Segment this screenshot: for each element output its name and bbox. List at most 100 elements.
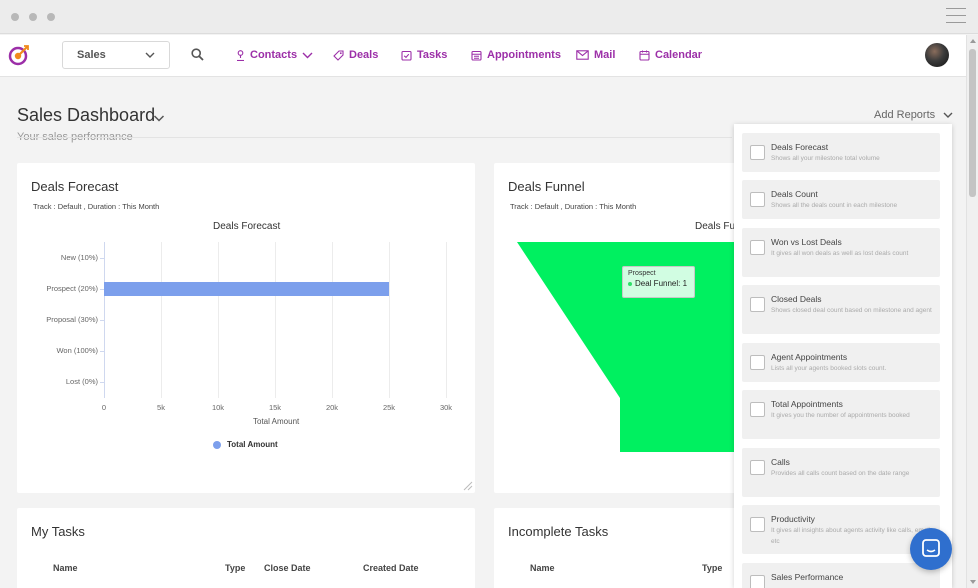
column-header[interactable]: Name (53, 563, 78, 573)
series-dot-icon (628, 281, 632, 286)
report-description: Provides all calls count based on the da… (771, 470, 910, 477)
chevron-down-icon (302, 52, 313, 59)
add-reports-button[interactable]: Add Reports (874, 109, 953, 121)
card-title: Incomplete Tasks (508, 524, 609, 539)
report-option-sales-performance[interactable]: Sales Performance (742, 563, 940, 588)
report-description: It gives you the number of appointments … (771, 412, 910, 419)
report-checkbox[interactable] (750, 192, 765, 207)
scroll-down-arrow-icon[interactable] (970, 580, 976, 584)
nav-deals[interactable]: Deals (333, 49, 378, 61)
add-reports-panel: Deals Forecast Shows all your milestone … (734, 124, 952, 588)
bar-prospect[interactable] (104, 281, 389, 296)
report-option-productivity[interactable]: Productivity It gives all insights about… (742, 505, 940, 554)
report-option-deals-forecast[interactable]: Deals Forecast Shows all your milestone … (742, 133, 940, 172)
nav-contacts[interactable]: Contacts (236, 49, 313, 61)
nav-tasks[interactable]: Tasks (401, 49, 447, 61)
report-checkbox[interactable] (750, 355, 765, 370)
window-titlebar (0, 0, 978, 34)
report-option-deals-count[interactable]: Deals Count Shows all the deals count in… (742, 180, 940, 219)
menu-icon[interactable] (946, 8, 966, 24)
chart-legend[interactable]: Total Amount (213, 440, 278, 449)
y-tick-label: Won (100%) (56, 346, 98, 356)
x-tick-label: 10k (211, 403, 225, 412)
y-tick-mark (100, 257, 104, 259)
add-reports-label: Add Reports (874, 109, 936, 121)
window-minimize-dot[interactable] (29, 13, 37, 21)
report-option-total-appointments[interactable]: Total Appointments It gives you the numb… (742, 390, 940, 439)
report-title: Total Appointments (771, 399, 843, 409)
report-title: Agent Appointments (771, 352, 848, 362)
column-header[interactable]: Type (225, 563, 246, 573)
y-tick-mark (100, 382, 104, 384)
nav-calendar[interactable]: Calendar (639, 49, 702, 61)
report-title: Deals Count (771, 189, 818, 199)
report-option-agent-appointments[interactable]: Agent Appointments Lists all your agents… (742, 343, 940, 382)
y-tick-mark (100, 288, 104, 290)
module-select[interactable]: Sales (62, 41, 170, 69)
report-description: Shows all the deals count in each milest… (771, 202, 898, 209)
report-description: It gives all insights about agents activ… (771, 527, 936, 545)
page-scrollbar[interactable] (966, 35, 978, 588)
nav-mail-label: Mail (594, 49, 616, 61)
nav-mail[interactable]: Mail (576, 49, 615, 61)
funnel-tooltip: Prospect Deal Funnel: 1 (622, 266, 695, 298)
column-header[interactable]: Created Date (363, 563, 419, 573)
my-tasks-card: My Tasks Name Type Close Date Created Da… (17, 508, 475, 588)
column-header[interactable]: Name (530, 563, 555, 573)
nav-tasks-label: Tasks (417, 49, 448, 61)
report-title: Closed Deals (771, 294, 822, 304)
column-header[interactable]: Type (702, 563, 723, 573)
module-select-value: Sales (77, 49, 106, 61)
scrollbar-thumb[interactable] (969, 49, 976, 197)
header-divider (17, 137, 732, 138)
x-tick-label: 5k (157, 403, 165, 412)
card-title: Deals Forecast (31, 179, 119, 194)
column-header[interactable]: Close Date (264, 563, 311, 573)
y-tick-label: New (10%) (60, 252, 98, 262)
person-icon (237, 49, 244, 61)
deals-forecast-card: Deals Forecast Track : Default , Duratio… (17, 163, 475, 493)
chat-button[interactable] (910, 528, 952, 570)
nav-deals-label: Deals (349, 49, 379, 61)
x-tick-label: 25k (382, 403, 396, 412)
gridline (275, 242, 276, 398)
report-checkbox[interactable] (750, 297, 765, 312)
card-title: Deals Funnel (508, 179, 585, 194)
nav-contacts-label: Contacts (250, 49, 298, 61)
y-tick-label: Prospect (20%) (46, 283, 98, 293)
report-title: Won vs Lost Deals (771, 237, 842, 247)
avatar[interactable] (925, 43, 949, 67)
legend-label: Total Amount (227, 440, 278, 449)
report-checkbox[interactable] (750, 145, 765, 160)
tooltip-value: Deal Funnel: 1 (628, 279, 689, 288)
report-checkbox[interactable] (750, 575, 765, 588)
report-title: Deals Forecast (771, 142, 829, 152)
report-title: Calls (771, 457, 790, 467)
report-option-won-vs-lost[interactable]: Won vs Lost Deals It gives all won deals… (742, 228, 940, 277)
search-icon[interactable] (191, 48, 204, 61)
report-option-closed-deals[interactable]: Closed Deals Shows closed deal count bas… (742, 285, 940, 334)
nav-appointments[interactable]: Appointments (471, 49, 561, 61)
y-tick-mark (100, 320, 104, 321)
gridline (389, 242, 390, 398)
app-logo-icon[interactable] (8, 44, 30, 66)
report-description: Shows closed deal count based on milesto… (771, 307, 932, 314)
legend-dot-icon (213, 440, 221, 449)
gridline (218, 242, 219, 398)
window-close-dot[interactable] (11, 13, 19, 21)
y-axis-line (104, 242, 105, 398)
tooltip-title: Prospect (628, 270, 656, 277)
report-checkbox[interactable] (750, 460, 765, 475)
report-title: Productivity (771, 514, 815, 524)
y-tick-mark (100, 351, 104, 353)
x-tick-label: 15k (268, 403, 282, 412)
resize-handle-icon[interactable] (461, 479, 473, 491)
task-icon (401, 50, 412, 61)
window-maximize-dot[interactable] (47, 13, 55, 21)
report-checkbox[interactable] (750, 240, 765, 255)
scroll-up-arrow-icon[interactable] (970, 39, 976, 43)
report-checkbox[interactable] (750, 402, 765, 417)
report-option-calls[interactable]: Calls Provides all calls count based on … (742, 448, 940, 497)
dashboard-switch-chevron-icon[interactable] (153, 114, 165, 123)
report-checkbox[interactable] (750, 517, 765, 532)
